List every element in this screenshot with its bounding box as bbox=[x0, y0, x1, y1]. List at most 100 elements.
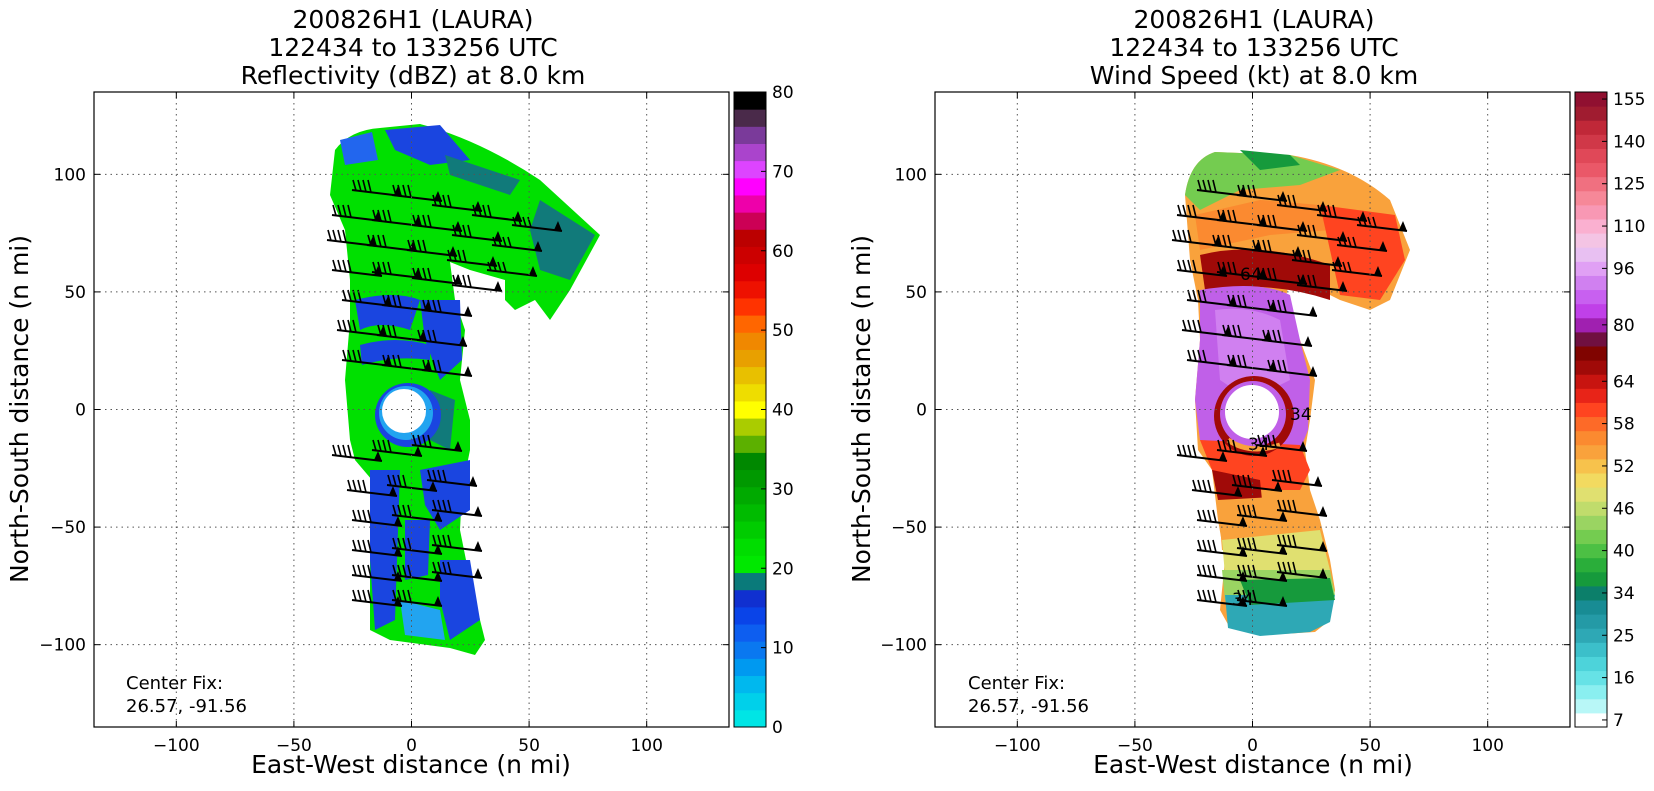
wind-barb-flag bbox=[514, 211, 522, 221]
wind-barb-feather bbox=[1267, 329, 1272, 342]
wind-barb-feather bbox=[387, 439, 392, 453]
wind-barb-feather bbox=[1282, 499, 1287, 512]
wind-barb-feather bbox=[1192, 319, 1197, 332]
wind-barb-feather bbox=[1187, 229, 1192, 243]
wind-barb-feather bbox=[1252, 184, 1257, 198]
wind-barb-feather bbox=[1187, 319, 1192, 332]
colorbar-segment bbox=[734, 126, 766, 144]
wind-barb-feather bbox=[1257, 239, 1262, 252]
wind-barb-feather bbox=[1242, 589, 1247, 602]
wind-barb-feather bbox=[1257, 434, 1262, 446]
colorbar-segment bbox=[1575, 134, 1607, 149]
wind-barb-feather bbox=[1197, 539, 1202, 551]
wind-barb-feather bbox=[397, 474, 402, 487]
wind-barb-feather bbox=[1247, 589, 1252, 602]
wind-barb-feather bbox=[1362, 216, 1367, 227]
wind-barb-feather bbox=[502, 236, 507, 247]
y-tick-label: 100 bbox=[895, 165, 927, 185]
x-tick-label: 0 bbox=[406, 736, 417, 756]
wind-barb-feather bbox=[352, 589, 357, 601]
wind-barb-feather bbox=[417, 214, 422, 227]
wind-barb-feather bbox=[392, 589, 397, 601]
wind-barb-feather bbox=[392, 294, 397, 307]
wind-barb-feather bbox=[402, 184, 407, 197]
wind-barb-feather bbox=[1222, 234, 1227, 247]
wind-barb-feather bbox=[1202, 539, 1207, 552]
colorbar-tick-label: 70 bbox=[772, 162, 794, 182]
wind-barbs bbox=[326, 179, 563, 607]
wind-barb-feather bbox=[1212, 179, 1217, 193]
wind-barb-flag bbox=[414, 446, 422, 456]
wind-barb-feather bbox=[1287, 499, 1292, 512]
wind-barb-feather bbox=[422, 239, 427, 253]
colorbar-segment bbox=[734, 315, 766, 333]
wind-barb-feather bbox=[397, 184, 402, 197]
colorbar-tick-label: 60 bbox=[772, 242, 794, 262]
wind-barb-flag bbox=[1379, 241, 1387, 251]
colorbar-segment bbox=[734, 538, 766, 556]
wind-barb-feather bbox=[447, 194, 452, 208]
y-tick-label: 0 bbox=[75, 401, 86, 421]
wind-barb-feather bbox=[1187, 444, 1192, 457]
wind-barb-feather bbox=[1282, 359, 1287, 373]
colorbar-segment bbox=[734, 658, 766, 677]
wind-barb-feather bbox=[1217, 261, 1222, 273]
wind-barb-feather bbox=[1242, 184, 1247, 197]
wind-barb-feather bbox=[462, 249, 467, 263]
wind-barb-feather bbox=[1312, 274, 1317, 288]
wind-barb-feather bbox=[1182, 319, 1187, 331]
colorbar-segment bbox=[1575, 289, 1607, 305]
wind-barb-feather bbox=[342, 444, 347, 457]
wind-barb-feather bbox=[422, 267, 427, 280]
wind-barb-feather bbox=[1292, 499, 1297, 513]
colorbar-segment bbox=[1575, 712, 1607, 728]
colorbar-segment bbox=[1575, 543, 1607, 559]
wind-barb-feather bbox=[1262, 434, 1267, 447]
wind-barb-feather bbox=[517, 216, 522, 227]
wind-barb-feather bbox=[337, 204, 342, 217]
wind-barb-feather bbox=[392, 474, 397, 487]
colorbar-segment bbox=[734, 92, 766, 110]
colorbar-tick-label: 20 bbox=[772, 559, 794, 579]
colorbar-segment bbox=[734, 400, 766, 419]
wind-barb-flag bbox=[534, 241, 542, 251]
wind-barb-feather bbox=[377, 439, 382, 452]
band-lightpurple bbox=[1215, 308, 1290, 400]
wind-barb-feather bbox=[417, 329, 422, 341]
wind-barb-feather bbox=[342, 204, 347, 217]
blue-band bbox=[370, 470, 400, 630]
wind-barb-feather bbox=[432, 469, 437, 482]
colorbar-segment bbox=[734, 194, 766, 213]
wind-barb-feather bbox=[427, 434, 432, 448]
colorbar-tick-label: 52 bbox=[1613, 457, 1635, 477]
wind-barb-flag bbox=[1304, 336, 1312, 346]
wind-barb-feather bbox=[342, 259, 347, 272]
wind-barb-feather bbox=[487, 261, 492, 271]
colorbar-segment bbox=[1575, 473, 1607, 488]
wind-barb-feather bbox=[1307, 274, 1312, 287]
wind-barb-flag bbox=[1309, 306, 1317, 316]
wind-barb-feather bbox=[1192, 259, 1197, 273]
wind-barb-feather bbox=[1287, 561, 1292, 574]
wind-barb-feather bbox=[442, 561, 447, 574]
colorbar-tick-label: 80 bbox=[772, 83, 794, 103]
x-ticks: −100 −50 0 50 100 bbox=[994, 92, 1504, 756]
wind-barb-feather bbox=[1247, 537, 1252, 550]
wind-barb-feather bbox=[1187, 349, 1192, 361]
wind-barb-feather bbox=[1197, 289, 1202, 302]
title-line-3: Wind Speed (kt) at 8.0 km bbox=[1090, 61, 1418, 90]
wind-barb-feather bbox=[1212, 564, 1217, 578]
wind-barb-feather bbox=[402, 564, 407, 577]
wind-barb-feather bbox=[1272, 434, 1277, 448]
wind-barb-flag bbox=[1279, 571, 1287, 581]
wind-barb-feather bbox=[1237, 564, 1242, 576]
wind-barb-feather bbox=[1347, 236, 1352, 247]
y-tick-label: 100 bbox=[54, 165, 86, 185]
wind-barb-feather bbox=[392, 184, 397, 196]
wind-barb-feather bbox=[1197, 564, 1202, 576]
wind-barb-feather bbox=[1192, 204, 1197, 218]
wind-barb-feather bbox=[1252, 239, 1257, 251]
wind-barb-feather bbox=[1202, 349, 1207, 363]
wind-barb-feather bbox=[387, 354, 392, 367]
